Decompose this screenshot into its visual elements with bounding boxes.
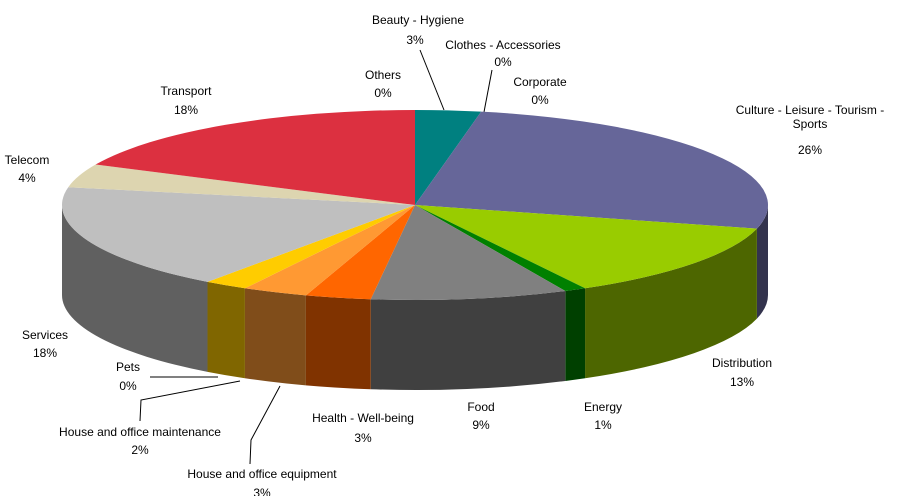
pie-slice-side <box>244 288 306 386</box>
slice-value-label: 3% <box>406 33 424 47</box>
slice-label: House and office maintenance <box>59 425 221 439</box>
pie-slice <box>61 187 415 282</box>
slice-value-label: 3% <box>354 431 372 445</box>
slice-value-label: 2% <box>131 443 149 457</box>
pie-slice <box>244 205 415 296</box>
slice-value-label: 3% <box>253 486 271 496</box>
slice-label: Telecom <box>4 153 50 167</box>
slice-label: Others <box>364 68 402 82</box>
slice-label: Energy <box>583 400 623 414</box>
pie-slice-side <box>756 205 768 319</box>
pie-slice <box>415 110 482 205</box>
slice-label: Transport <box>160 84 212 98</box>
slice-label: Beauty - Hygiene <box>371 13 465 27</box>
slice-label: Clothes - Accessories <box>445 38 561 52</box>
slice-value-label: 4% <box>18 171 36 185</box>
pie-slice <box>95 110 415 205</box>
slice-value-label: 0% <box>119 379 137 393</box>
leader-line <box>419 49 445 111</box>
pie-slice-side <box>370 290 566 390</box>
slice-value-label: 0% <box>531 93 549 107</box>
slice-value-label: 18% <box>32 346 58 360</box>
pie-slice-side <box>62 205 208 372</box>
slice-value-label: 18% <box>173 103 199 117</box>
leader-line <box>139 380 241 422</box>
slice-label: Pets <box>115 360 141 374</box>
pie-slice-side <box>207 281 245 379</box>
slice-value-label: 13% <box>729 375 755 389</box>
slice-value-label: 1% <box>594 418 612 432</box>
pie-slice <box>68 164 416 205</box>
slice-label: Food <box>467 400 495 414</box>
pie-slice <box>415 205 586 291</box>
slice-value-label: 26% <box>797 143 823 157</box>
pie-slice-side <box>565 288 586 381</box>
slice-label: Corporate <box>513 75 567 89</box>
slice-label: House and office equipment <box>187 467 337 481</box>
slice-label: Health - Well-being <box>312 411 414 425</box>
slice-label: Culture - Leisure - Tourism - Sports <box>735 103 885 131</box>
slice-value-label: 9% <box>472 418 490 432</box>
slice-label: Distribution <box>711 356 773 370</box>
leader-line <box>483 69 493 113</box>
slice-value-label: 0% <box>494 55 512 69</box>
pie-slice <box>415 205 757 289</box>
pie-slice-side <box>305 295 371 390</box>
leader-line <box>249 385 281 465</box>
pie-slice <box>207 205 415 289</box>
slice-label: Services <box>21 328 69 342</box>
pie-slice-side <box>585 228 757 379</box>
pie-slice <box>305 205 415 300</box>
pie-slice <box>415 111 768 229</box>
slice-value-label: 0% <box>374 86 392 100</box>
pie-slice <box>370 205 566 300</box>
